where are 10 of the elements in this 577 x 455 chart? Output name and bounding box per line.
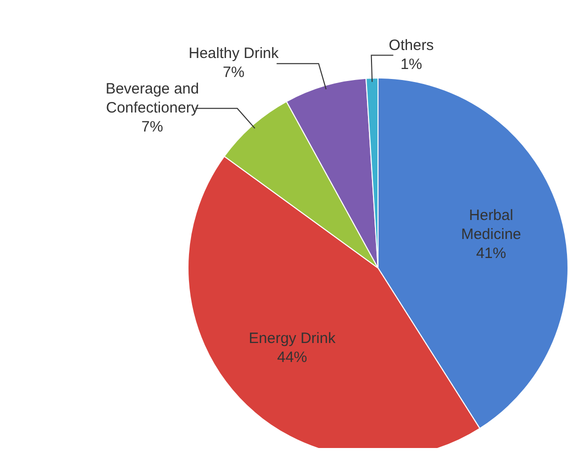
slice-label: Energy Drink bbox=[248, 330, 336, 348]
slice-label: Healthy Drink bbox=[188, 45, 280, 62]
data-label: 7% bbox=[141, 118, 164, 136]
slice-label: Others bbox=[388, 36, 434, 54]
slice-label: Beverage and Confectionery bbox=[106, 80, 200, 116]
data-label: 1% bbox=[400, 56, 422, 73]
data-label: 7% bbox=[222, 64, 244, 82]
data-label: 41% bbox=[476, 245, 506, 262]
slice-label: Herbal Medicine bbox=[461, 207, 522, 244]
data-label: 44% bbox=[277, 349, 308, 366]
